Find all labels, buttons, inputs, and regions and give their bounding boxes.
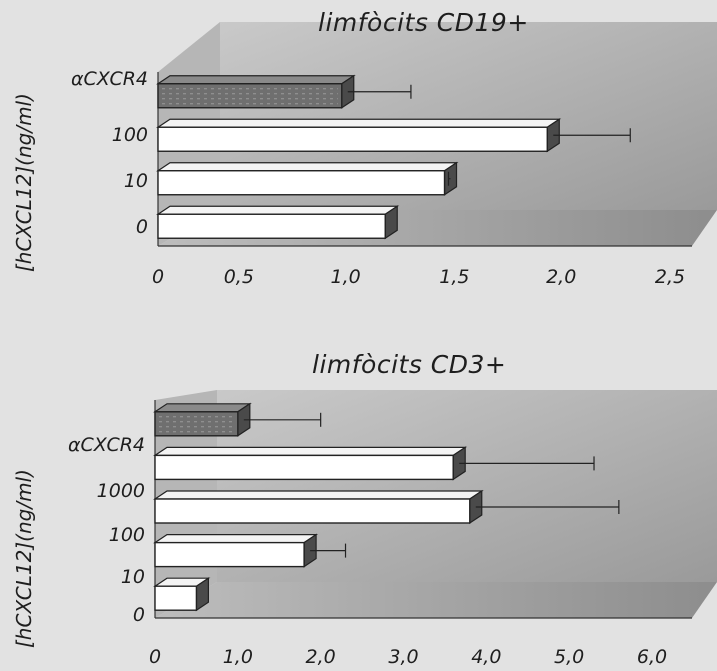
bar-2 (156, 161, 459, 196)
bar-front-face (157, 170, 446, 196)
bar-3 (156, 205, 400, 240)
chart-back-wall (217, 390, 717, 582)
x-tick-label: 2,0 (305, 646, 336, 668)
category-label: 1000 (96, 480, 145, 502)
chart-cd3-title: limfòcits CD3+ (312, 350, 507, 379)
bar-top-face (153, 446, 468, 456)
chart-cd19-plot (156, 22, 717, 247)
x-tick-label: 1,5 (439, 266, 470, 288)
bar-front-face (154, 541, 305, 568)
bar-front-face (154, 498, 471, 524)
chart-cd19-ylabel: [hCXCL12](ng/ml) (12, 93, 36, 272)
bar-front-face (157, 213, 386, 239)
x-tick-label: 4,0 (471, 646, 502, 668)
chart-cd3-plot (153, 390, 717, 619)
x-tick-label: 2,0 (546, 266, 577, 288)
bar-front-face (154, 585, 198, 611)
bar-3 (153, 533, 347, 568)
chart-floor (155, 582, 717, 618)
bar-top-face (156, 75, 356, 85)
bar-1 (153, 446, 595, 481)
bar-0 (153, 402, 322, 437)
bar-top-face (156, 162, 459, 172)
bar-top-face (156, 205, 400, 215)
category-label: αCXCR4 (67, 434, 145, 456)
bar-4 (153, 577, 211, 612)
x-tick-label: 1,0 (222, 646, 253, 668)
category-label: 100 (108, 524, 145, 546)
x-tick-label: 3,0 (388, 646, 419, 668)
x-tick-label: 5,0 (554, 646, 585, 668)
bar-top-face (153, 490, 484, 500)
x-tick-label: 6,0 (636, 646, 668, 668)
category-label: 100 (111, 124, 148, 146)
category-label: 0 (132, 604, 145, 626)
bar-front-face (157, 126, 548, 152)
category-label: 10 (123, 170, 148, 192)
category-label: 0 (135, 216, 148, 238)
bar-front-face (154, 454, 454, 481)
bar-1 (156, 118, 631, 153)
x-tick-label: 0,5 (223, 266, 254, 288)
category-label: 10 (120, 566, 145, 588)
bar-0 (156, 74, 412, 109)
category-label: αCXCR4 (70, 68, 148, 90)
bar-top-face (153, 533, 319, 544)
bar-top-face (156, 118, 562, 128)
x-tick-label: 0 (148, 646, 162, 668)
x-tick-label: 1,0 (330, 266, 361, 288)
x-tick-label: 2,5 (654, 266, 686, 288)
x-tick-label: 0 (151, 266, 165, 288)
chart-cd3-ylabel: [hCXCL12](ng/ml) (12, 469, 36, 648)
chart-cd19-title: limfòcits CD19+ (318, 8, 529, 37)
bar-top-face (153, 403, 252, 413)
bar-2 (153, 489, 620, 525)
